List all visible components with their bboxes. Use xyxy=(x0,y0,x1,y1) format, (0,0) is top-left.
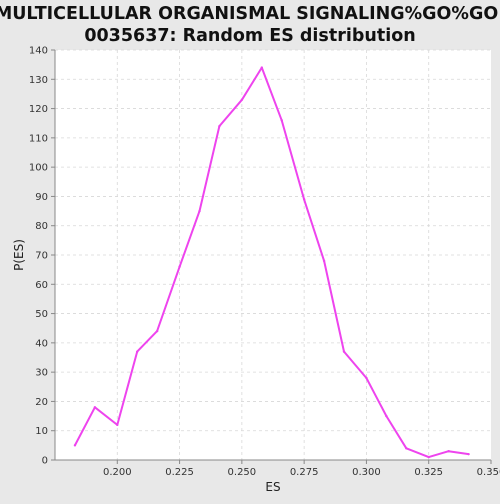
x-tick-label: 0.275 xyxy=(290,467,319,478)
x-tick-label: 0.200 xyxy=(103,467,132,478)
data-point xyxy=(241,99,243,101)
x-axis-label: ES xyxy=(265,480,280,494)
y-tick-label: 20 xyxy=(35,397,48,408)
x-tick-label: 0.250 xyxy=(228,467,257,478)
chart-title-line-1: MULTICELLULAR ORGANISMAL SIGNALING%GO%GO… xyxy=(0,4,500,24)
x-tick-label: 0.325 xyxy=(414,467,443,478)
y-tick-label: 100 xyxy=(29,163,48,174)
data-point xyxy=(74,444,76,446)
data-point xyxy=(405,447,407,449)
y-tick-label: 70 xyxy=(35,251,48,262)
data-point xyxy=(261,66,263,68)
data-point xyxy=(303,198,305,200)
y-tick-label: 40 xyxy=(35,338,48,349)
y-tick-label: 80 xyxy=(35,221,48,232)
data-point xyxy=(116,424,118,426)
data-point xyxy=(447,450,449,452)
data-point xyxy=(281,119,283,121)
y-tick-label: 140 xyxy=(29,46,48,57)
data-point xyxy=(385,415,387,417)
data-point xyxy=(365,377,367,379)
data-point xyxy=(156,330,158,332)
data-point xyxy=(218,125,220,127)
data-point xyxy=(136,350,138,352)
y-axis-label: P(ES) xyxy=(12,239,26,271)
data-point xyxy=(343,350,345,352)
x-tick-label: 0.225 xyxy=(165,467,194,478)
data-point xyxy=(198,210,200,212)
chart-title-line-2: 0035637: Random ES distribution xyxy=(84,26,415,46)
data-point xyxy=(178,266,180,268)
data-point xyxy=(94,406,96,408)
y-tick-label: 30 xyxy=(35,368,48,379)
y-tick-label: 90 xyxy=(35,192,48,203)
data-point xyxy=(428,456,430,458)
x-tick-label: 0.350 xyxy=(477,467,500,478)
y-tick-label: 10 xyxy=(35,426,48,437)
data-point xyxy=(467,453,469,455)
y-tick-label: 120 xyxy=(29,104,48,115)
x-tick-label: 0.300 xyxy=(352,467,381,478)
y-tick-label: 0 xyxy=(42,456,48,467)
y-tick-label: 50 xyxy=(35,309,48,320)
y-tick-label: 60 xyxy=(35,280,48,291)
y-tick-label: 110 xyxy=(29,133,48,144)
y-tick-label: 130 xyxy=(29,75,48,86)
data-point xyxy=(323,260,325,262)
